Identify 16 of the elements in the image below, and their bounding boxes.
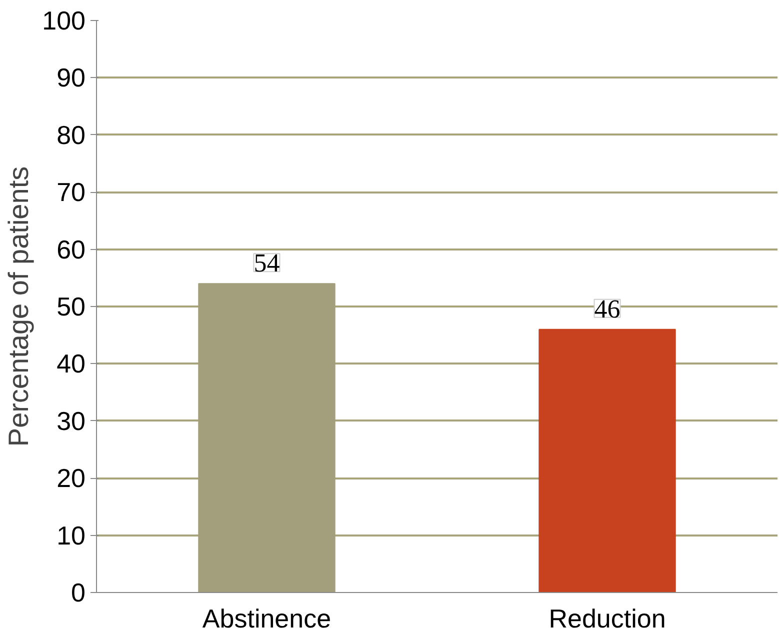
y-tick-label: 20	[56, 463, 86, 494]
y-tick-label: 10	[56, 520, 86, 550]
y-tick-label: 60	[56, 234, 86, 264]
x-tick-label: Abstinence	[202, 604, 332, 634]
y-tick-label: 50	[56, 292, 86, 322]
y-tick-label: 90	[56, 62, 86, 93]
y-tick-label: 0	[71, 578, 86, 608]
y-tick-label: 70	[56, 177, 86, 208]
y-tick-label: 40	[56, 348, 86, 379]
data-label: 46	[594, 294, 620, 324]
y-tick-label: 100	[42, 6, 86, 36]
x-tick-label: Reduction	[548, 604, 666, 634]
data-label: 54	[254, 248, 280, 278]
y-tick-label: 30	[56, 406, 86, 436]
y-tick-label: 80	[56, 120, 86, 150]
y-axis-title: Percentage of patients	[3, 166, 34, 447]
